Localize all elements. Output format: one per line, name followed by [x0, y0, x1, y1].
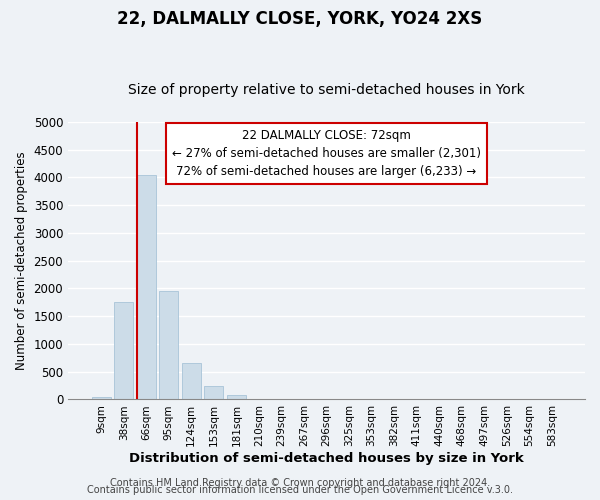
- Y-axis label: Number of semi-detached properties: Number of semi-detached properties: [15, 152, 28, 370]
- Bar: [137, 174, 156, 400]
- Text: 22, DALMALLY CLOSE, YORK, YO24 2XS: 22, DALMALLY CLOSE, YORK, YO24 2XS: [118, 10, 482, 28]
- Text: 22 DALMALLY CLOSE: 72sqm
← 27% of semi-detached houses are smaller (2,301)
72% o: 22 DALMALLY CLOSE: 72sqm ← 27% of semi-d…: [172, 128, 481, 178]
- Bar: [92, 396, 110, 400]
- Text: Contains HM Land Registry data © Crown copyright and database right 2024.: Contains HM Land Registry data © Crown c…: [110, 478, 490, 488]
- X-axis label: Distribution of semi-detached houses by size in York: Distribution of semi-detached houses by …: [129, 452, 524, 465]
- Text: Contains public sector information licensed under the Open Government Licence v.: Contains public sector information licen…: [87, 485, 513, 495]
- Bar: [204, 386, 223, 400]
- Title: Size of property relative to semi-detached houses in York: Size of property relative to semi-detach…: [128, 83, 525, 97]
- Bar: [159, 291, 178, 400]
- Bar: [227, 395, 246, 400]
- Bar: [114, 302, 133, 400]
- Bar: [182, 364, 201, 400]
